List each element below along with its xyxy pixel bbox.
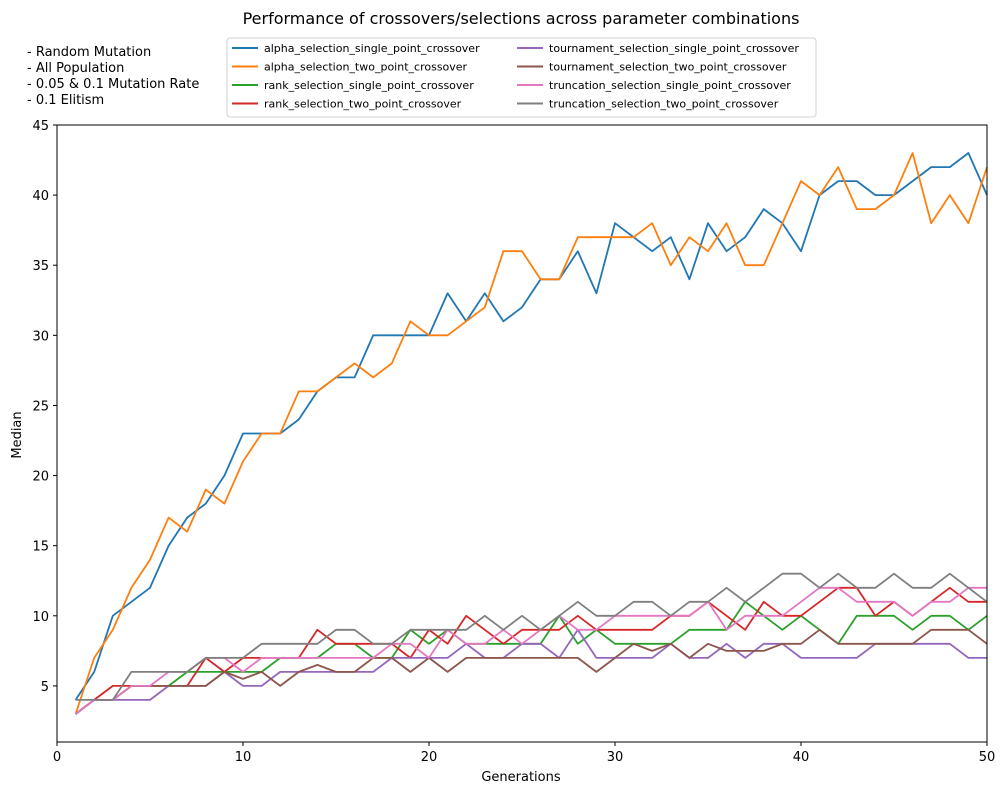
x-tick-label: 20 — [421, 750, 438, 765]
legend-label: alpha_selection_two_point_crossover — [264, 61, 468, 74]
x-axis-label: Generations — [481, 770, 561, 785]
note-line: - 0.05 & 0.1 Mutation Rate — [27, 77, 199, 92]
chart-title: Performance of crossovers/selections acr… — [243, 9, 800, 28]
legend-label: truncation_selection_two_point_crossover — [549, 98, 779, 111]
y-tick-label: 25 — [32, 399, 49, 414]
y-tick-label: 30 — [32, 329, 49, 344]
series-line-truncation-selection-single-point-crossover — [75, 586, 987, 715]
x-tick-label: 0 — [53, 750, 61, 765]
note-line: - All Population — [27, 61, 124, 76]
legend: alpha_selection_single_point_crossoveral… — [226, 37, 817, 118]
legend-label: alpha_selection_single_point_crossover — [264, 42, 480, 55]
series-line-alpha-selection-two-point-crossover — [74, 152, 988, 715]
series-line-tournament-selection-two-point-crossover — [75, 628, 988, 715]
y-tick-label: 45 — [32, 119, 49, 134]
legend-label: rank_selection_single_point_crossover — [264, 79, 474, 92]
y-tick-label: 5 — [41, 680, 49, 695]
y-tick-label: 10 — [32, 610, 49, 625]
y-axis-label: Median — [10, 411, 25, 458]
series-layer — [74, 152, 988, 715]
y-axis: 5 10 15 20 25 30 35 40 45 — [32, 119, 57, 695]
x-tick-label: 10 — [235, 750, 252, 765]
series-line-alpha-selection-single-point-crossover — [74, 152, 988, 701]
plot-frame — [56, 124, 988, 743]
legend-label: rank_selection_two_point_crossover — [264, 98, 462, 111]
legend-label: tournament_selection_two_point_crossover — [549, 61, 787, 74]
x-tick-label: 50 — [979, 750, 996, 765]
legend-label: tournament_selection_single_point_crosso… — [549, 42, 799, 55]
y-tick-label: 20 — [32, 470, 49, 485]
x-axis: 0 10 20 30 40 50 — [53, 742, 995, 765]
series-line-tournament-selection-single-point-crossover — [75, 628, 987, 715]
y-tick-label: 15 — [32, 540, 49, 555]
note-line: - Random Mutation — [27, 45, 151, 60]
x-tick-label: 30 — [607, 750, 624, 765]
parameter-notes: - Random Mutation- All Population- 0.05 … — [27, 45, 199, 108]
legend-box — [226, 37, 817, 118]
legend-label: truncation_selection_single_point_crosso… — [549, 79, 791, 92]
series-line-rank-selection-two-point-crossover — [75, 586, 987, 715]
series-line-truncation-selection-two-point-crossover — [75, 572, 988, 701]
x-tick-label: 40 — [793, 750, 810, 765]
y-tick-label: 35 — [32, 259, 49, 274]
y-tick-label: 40 — [32, 189, 49, 204]
note-line: - 0.1 Elitism — [27, 93, 104, 108]
